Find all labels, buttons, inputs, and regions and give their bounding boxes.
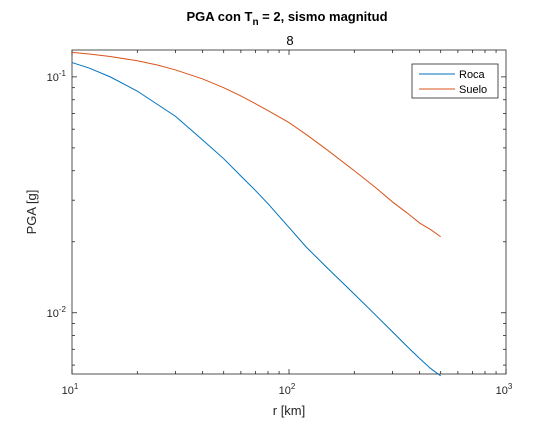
x-tick-label-exponent: 3 [508,382,513,391]
series-lines [71,51,441,377]
legend: Roca Suelo [411,63,499,99]
series-line-roca [71,62,441,377]
x-tick-label-base: 10 [62,385,74,397]
y-tick-label-base: 10 [47,308,59,320]
chart-title-line2: 8 [286,33,293,48]
x-tick-label-exponent: 2 [291,382,296,391]
x-tick-label: 102 [279,382,296,397]
x-tick-label: 101 [62,382,79,397]
x-axis-label: r [km] [273,403,306,418]
x-tick-label-base: 10 [279,385,291,397]
plot-area [71,49,507,375]
x-tick-label-exponent: 1 [74,382,79,391]
y-tick-label: 10-2 [47,305,67,320]
y-tick-label-exponent: -2 [59,305,67,314]
x-tick-label: 103 [496,382,513,397]
chart-title: PGA con Tn = 2, sismo magnitud [186,9,387,28]
y-tick-label-base: 10 [47,72,59,84]
chart-title-main: PGA con T [186,9,252,24]
x-tick-label-base: 10 [496,385,508,397]
legend-label-roca: Roca [459,69,486,81]
y-axis-label: PGA [g] [24,190,39,235]
y-tick-label-exponent: -1 [59,69,67,78]
y-tick-label: 10-1 [47,69,67,84]
series-line-suelo [71,51,441,238]
chart-title-subscript: n [252,17,258,28]
legend-label-suelo: Suelo [459,84,487,96]
legend-box [411,63,499,99]
chart-title-rest: = 2, sismo magnitud [259,9,388,24]
